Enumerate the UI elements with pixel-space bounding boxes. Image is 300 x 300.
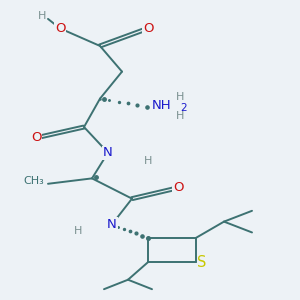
- Text: CH₃: CH₃: [23, 176, 44, 186]
- Text: N: N: [107, 218, 117, 231]
- Text: H: H: [38, 11, 46, 21]
- Text: O: O: [31, 131, 41, 144]
- Text: N: N: [103, 146, 113, 159]
- Text: O: O: [55, 22, 65, 35]
- Text: H: H: [176, 111, 184, 121]
- Text: H: H: [74, 226, 82, 236]
- Text: NH: NH: [152, 99, 172, 112]
- Text: H: H: [176, 92, 184, 102]
- Text: H: H: [144, 156, 152, 166]
- Text: O: O: [173, 181, 183, 194]
- Text: S: S: [197, 255, 207, 270]
- Text: 2: 2: [180, 103, 187, 113]
- Text: O: O: [143, 22, 153, 35]
